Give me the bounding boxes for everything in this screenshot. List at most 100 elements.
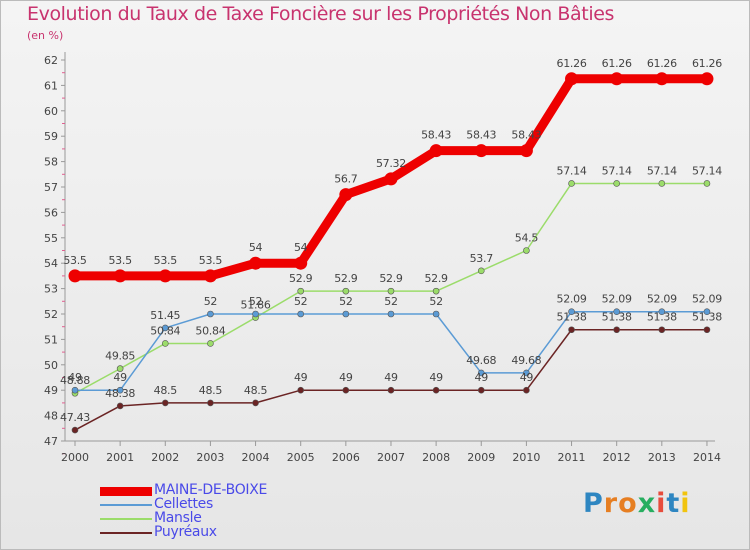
data-label: 61.26: [557, 57, 587, 70]
data-point: [387, 386, 395, 394]
x-tick-label: 2001: [106, 451, 134, 464]
legend-label: Mansle: [154, 510, 202, 526]
data-point: [477, 369, 485, 377]
data-label: 53.5: [154, 254, 178, 267]
legend-label: MAINE-DE-BOIXE: [154, 482, 268, 498]
data-label: 52: [249, 295, 262, 308]
y-tick-label: 56: [44, 206, 58, 219]
data-label: 49: [113, 371, 127, 384]
data-point: [297, 310, 305, 318]
data-point: [116, 365, 124, 372]
logo-letter: t: [666, 488, 681, 519]
data-point: [71, 386, 79, 394]
data-label: 54: [249, 241, 263, 254]
data-label: 54: [294, 241, 308, 254]
data-label: 54.5: [515, 232, 539, 245]
x-tick-label: 2014: [693, 451, 721, 464]
data-point: [207, 340, 214, 347]
data-point: [249, 256, 263, 270]
data-label: 49: [384, 371, 398, 384]
data-label: 51.38: [602, 311, 632, 324]
data-label: 49: [475, 371, 489, 384]
data-point: [161, 399, 169, 407]
data-point: [207, 399, 214, 407]
data-point: [252, 310, 259, 318]
data-label: 49.85: [105, 350, 135, 363]
data-point: [297, 287, 305, 295]
data-label: 52.9: [334, 272, 358, 285]
data-point: [203, 269, 217, 283]
data-label: 52.09: [557, 293, 587, 306]
y-tick-label: 60: [44, 105, 58, 118]
data-point: [658, 180, 666, 187]
data-label: 52: [384, 295, 397, 308]
data-point: [703, 308, 711, 316]
data-point: [71, 426, 79, 434]
data-label: 49: [68, 371, 82, 384]
chart-subtitle: (en %): [27, 29, 64, 42]
data-point: [477, 267, 485, 275]
data-label: 49.68: [511, 354, 541, 367]
data-label: 49: [429, 371, 443, 384]
data-point: [613, 180, 620, 187]
x-tick-label: 2009: [467, 451, 495, 464]
logo-letter: r: [603, 488, 619, 519]
data-point: [703, 326, 711, 334]
data-label: 52.9: [379, 272, 403, 285]
logo-letter: i: [680, 488, 691, 519]
data-label: 58.43: [466, 129, 496, 142]
data-point: [474, 144, 488, 158]
data-label: 51.38: [692, 311, 722, 324]
proxiti-logo: Proxiti: [583, 488, 691, 519]
data-point: [252, 399, 259, 407]
data-label: 61.26: [647, 57, 677, 70]
data-point: [387, 310, 395, 318]
y-tick-label: 61: [44, 79, 58, 92]
logo-letter: P: [583, 488, 604, 519]
data-label: 49: [339, 371, 353, 384]
data-point: [429, 144, 443, 158]
y-tick-label: 47: [44, 435, 58, 448]
y-tick-label: 62: [44, 54, 58, 67]
data-label: 53.7: [470, 252, 494, 265]
data-point: [432, 287, 440, 295]
data-label: 58.43: [421, 129, 451, 142]
legend-swatch: [100, 532, 152, 534]
data-label: 47.43: [60, 411, 90, 424]
data-point: [113, 269, 127, 283]
data-label: 53.5: [63, 254, 87, 267]
chart-title: Evolution du Taux de Taxe Foncière sur l…: [27, 3, 615, 25]
data-label: 48.5: [199, 384, 223, 397]
data-label: 52: [204, 295, 217, 308]
x-tick-label: 2005: [287, 451, 315, 464]
data-point: [658, 326, 666, 334]
data-label: 49: [520, 371, 534, 384]
data-label: 48.5: [244, 384, 268, 397]
data-label: 52.09: [602, 293, 632, 306]
data-point: [703, 180, 711, 187]
x-tick-label: 2000: [61, 451, 89, 464]
data-point: [613, 326, 620, 334]
data-point: [207, 310, 214, 318]
data-label: 57.14: [647, 164, 677, 177]
data-label: 51.38: [557, 311, 587, 324]
x-tick-label: 2003: [196, 451, 224, 464]
y-tick-label: 57: [44, 181, 58, 194]
data-point: [297, 386, 305, 394]
data-point: [116, 402, 124, 410]
y-tick-label: 48: [44, 410, 58, 423]
data-label: 57.14: [692, 164, 722, 177]
x-tick-label: 2010: [512, 451, 540, 464]
y-tick-label: 49: [44, 384, 58, 397]
y-tick-label: 55: [44, 232, 58, 245]
data-point: [655, 72, 669, 86]
logo-letter: o: [618, 488, 638, 519]
data-label: 51.45: [150, 309, 180, 322]
data-label: 48.38: [105, 387, 135, 400]
data-label: 52.9: [424, 272, 448, 285]
logo-letter: i: [656, 488, 667, 519]
data-point: [700, 72, 714, 86]
y-tick-label: 50: [44, 359, 58, 372]
data-label: 56.7: [334, 173, 358, 186]
